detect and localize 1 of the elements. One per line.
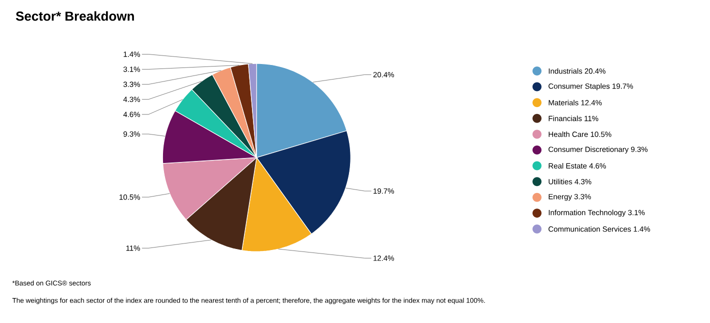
chart-title: Sector* Breakdown	[16, 11, 134, 21]
